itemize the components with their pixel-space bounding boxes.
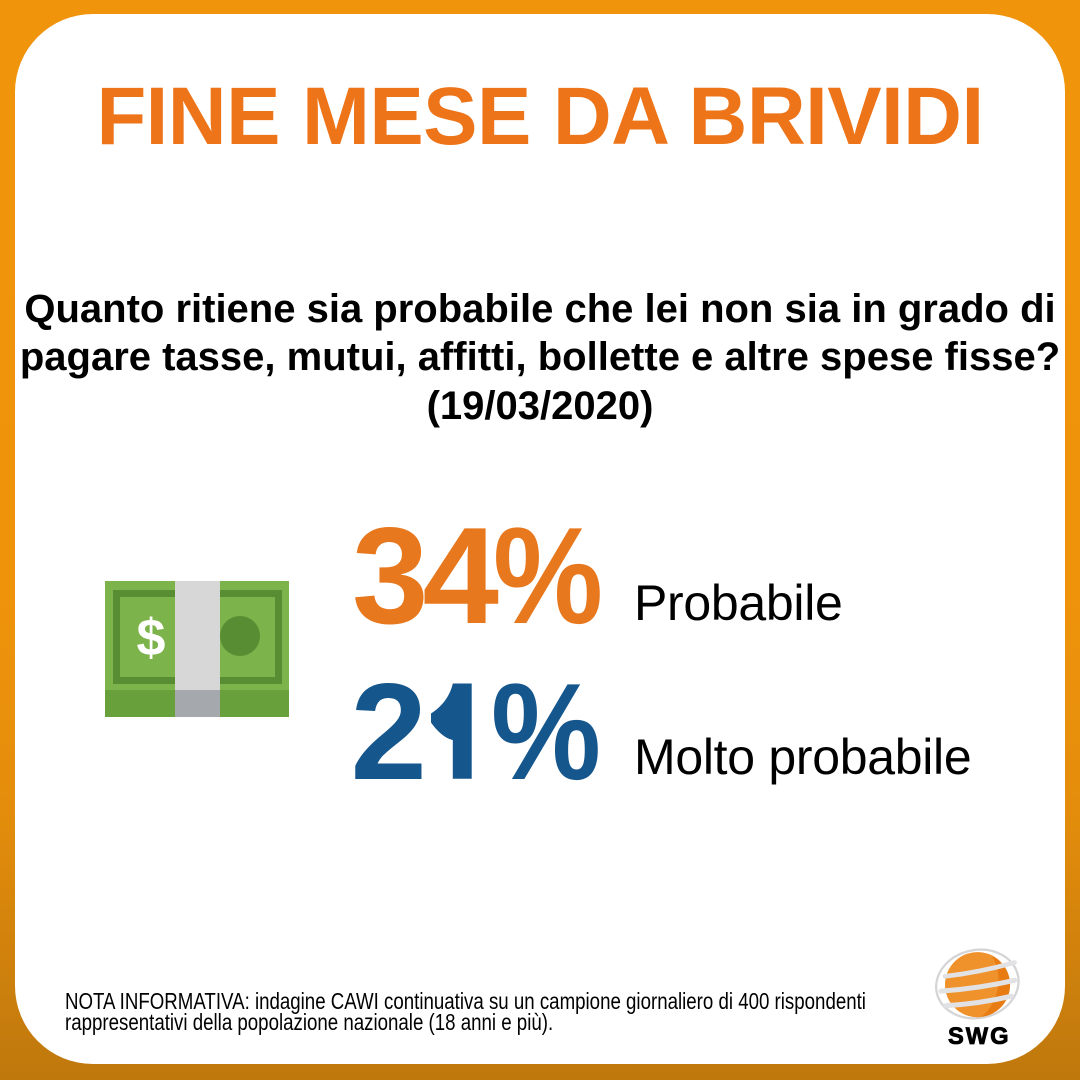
svg-text:$: $ xyxy=(137,609,166,667)
